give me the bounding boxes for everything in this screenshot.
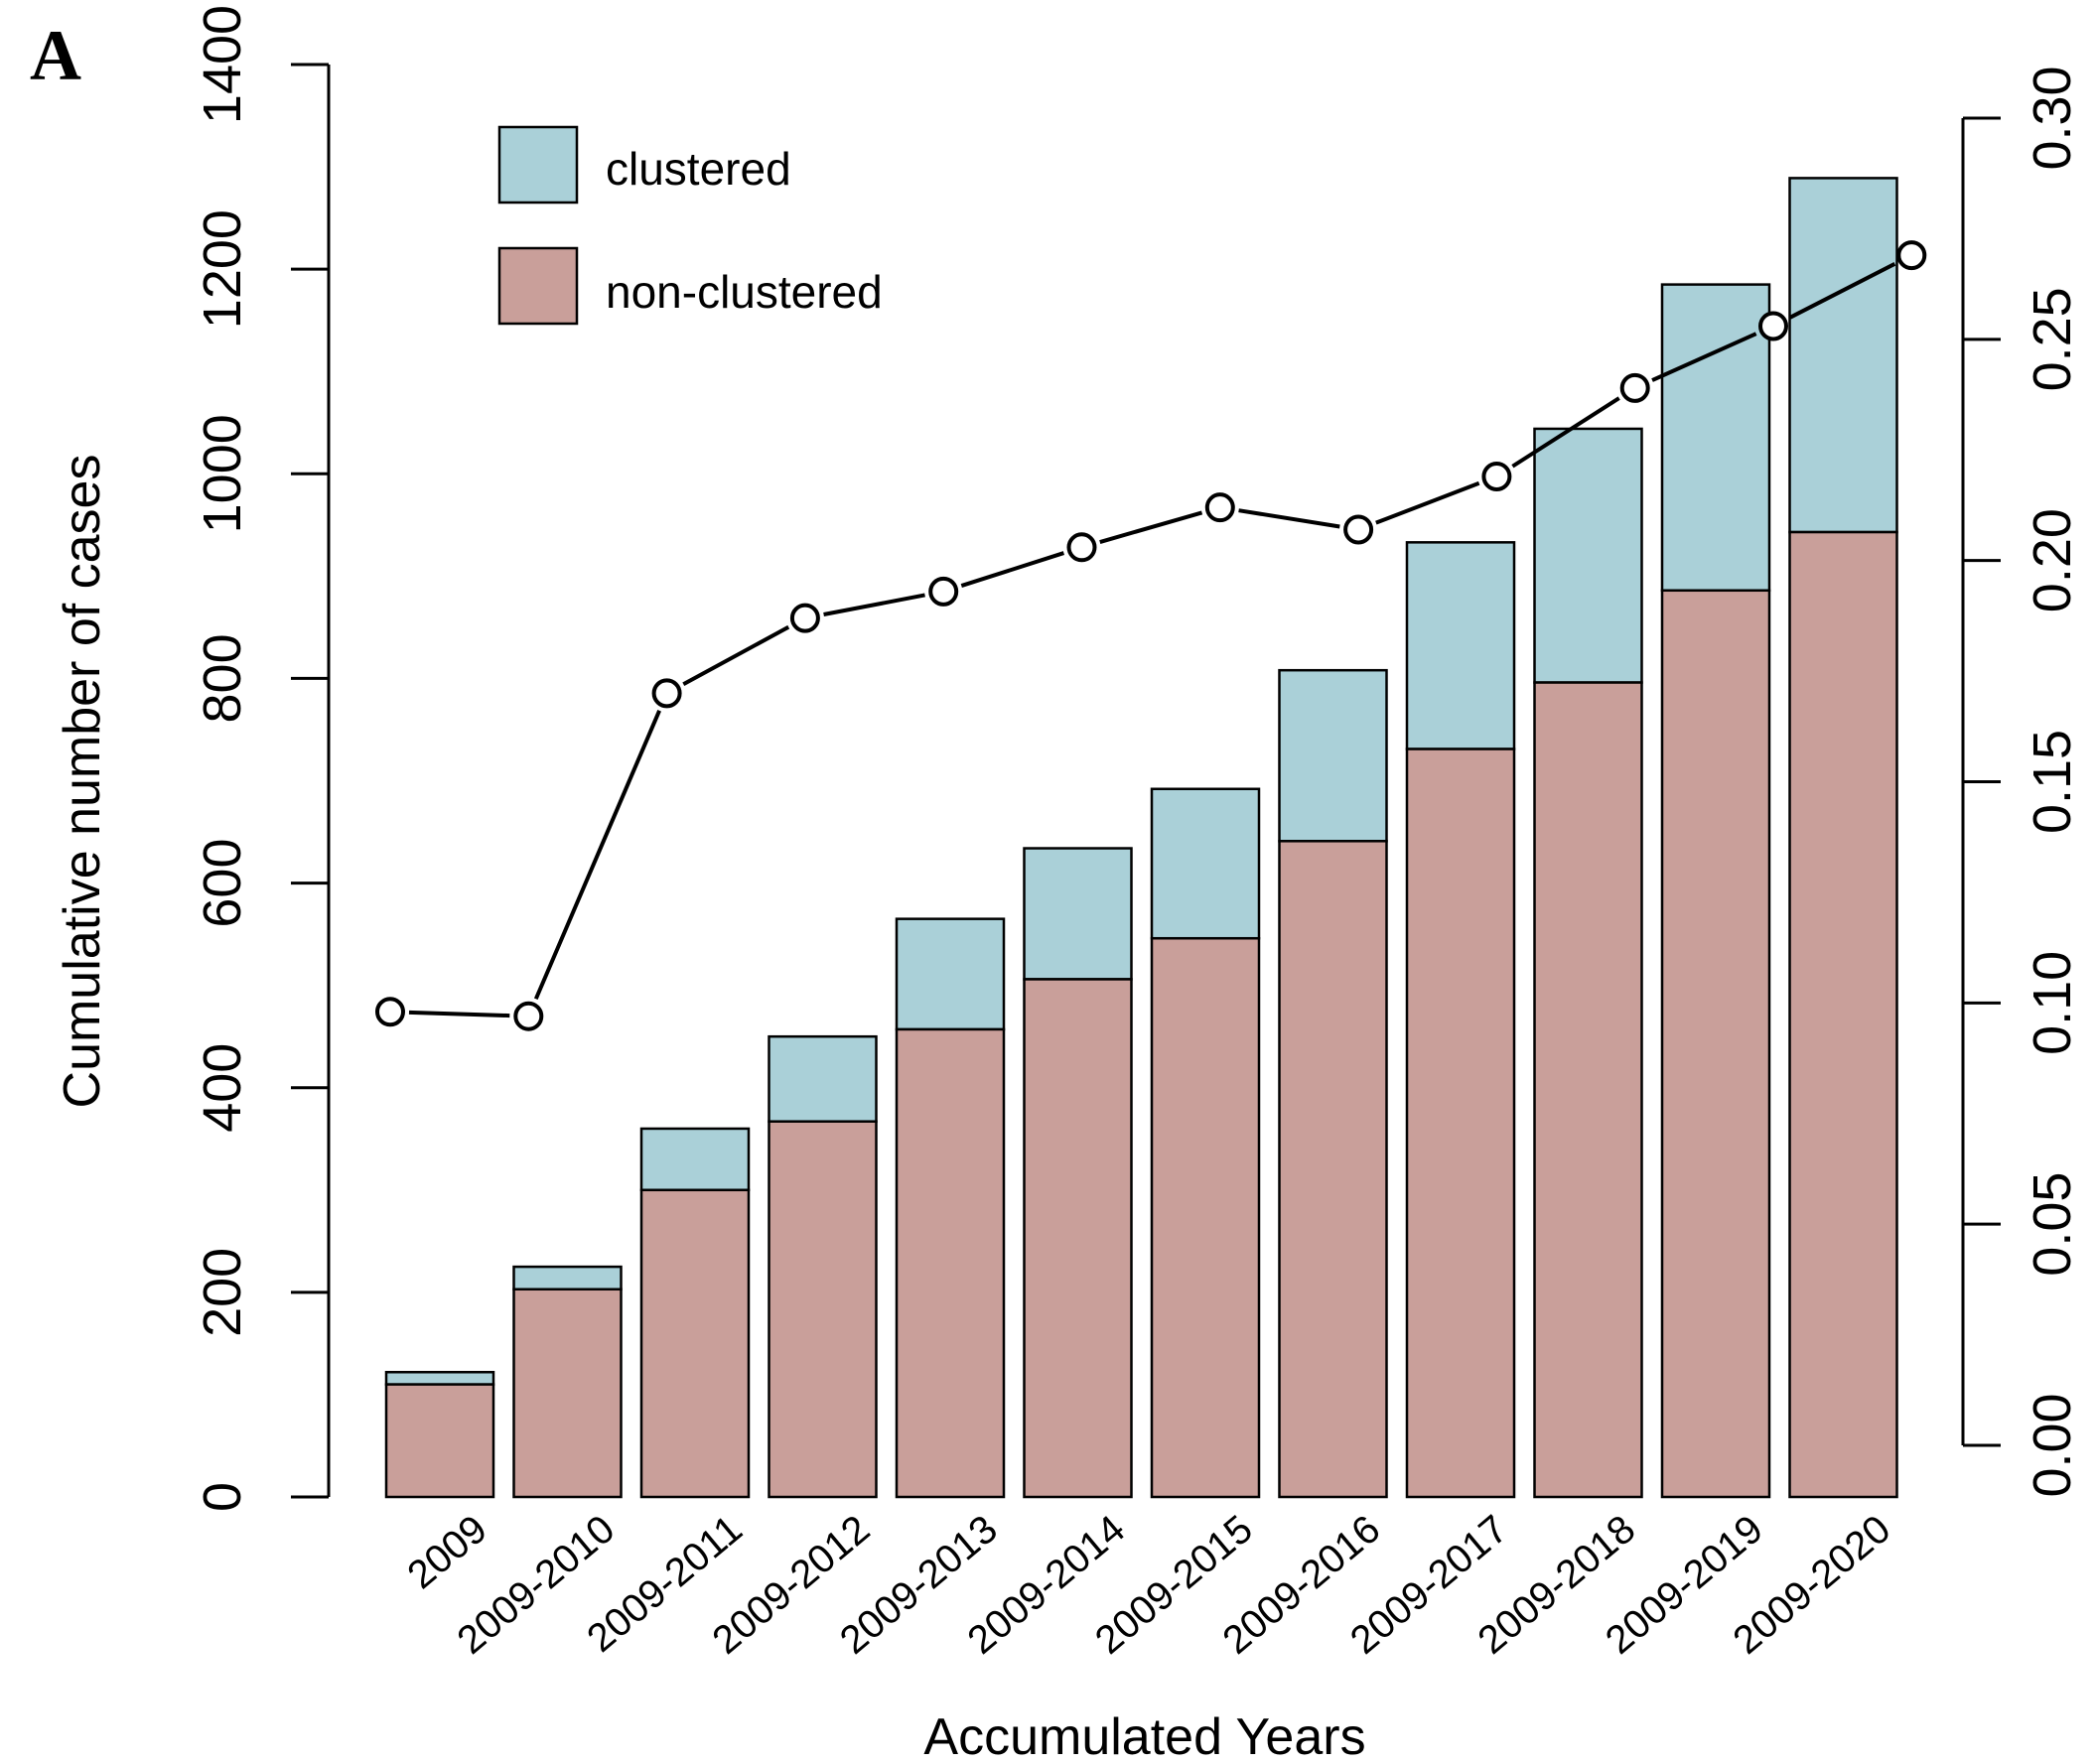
left-y-ticks: 0 200 400 600 800 1000 1200 1400 (193, 5, 329, 1512)
left-y-tick-label: 0 (193, 1482, 252, 1512)
legend-swatch-clustered (497, 125, 579, 204)
bars (384, 177, 1898, 1499)
bar-clustered (512, 1265, 623, 1291)
ratio-segment (1511, 396, 1620, 469)
bar-clustered (1278, 668, 1388, 843)
ratio-point (1896, 240, 1927, 271)
left-y-tick-label: 1000 (193, 414, 252, 533)
bar-clustered (1660, 283, 1771, 593)
bar-non-clustered (1533, 681, 1643, 1499)
y-axis-title: Cumulative number of cases (54, 455, 111, 1109)
panel-label: A (30, 16, 81, 95)
ratio-line-series (375, 240, 1927, 1031)
right-y-tick-label: 0.10 (2023, 951, 2082, 1055)
right-y-tick-label: 0.25 (2023, 287, 2082, 391)
bar-non-clustered (1788, 530, 1898, 1499)
bar-non-clustered (1278, 840, 1388, 1499)
right-y-axis: 0.00 0.05 0.10 0.15 0.20 0.25 0.30 (1961, 66, 2082, 1498)
x-axis-title: Accumulated Years (923, 1708, 1365, 1764)
bar-non-clustered (1023, 978, 1133, 1499)
bar-clustered (1405, 541, 1516, 750)
ratio-point (1204, 492, 1235, 523)
ratio-point (513, 1001, 544, 1031)
ratio-segment (1238, 508, 1340, 529)
ratio-segment (1375, 480, 1480, 525)
ratio-point (375, 997, 405, 1027)
right-y-tick-label: 0.20 (2023, 508, 2082, 612)
ratio-point (1758, 311, 1788, 341)
ratio-segment (1099, 510, 1203, 544)
legend-label-non-clustered: non-clustered (606, 266, 883, 318)
x-tick-label: 2009 (399, 1507, 494, 1597)
bar-non-clustered (1405, 747, 1516, 1499)
bar-non-clustered (768, 1120, 878, 1499)
left-y-tick-label: 400 (193, 1043, 252, 1133)
bar-clustered (895, 917, 1006, 1031)
legend-label-clustered: clustered (606, 143, 791, 195)
ratio-segment (682, 624, 790, 687)
bar-non-clustered (1150, 936, 1261, 1499)
ratio-segment (960, 551, 1065, 588)
ratio-point (1343, 514, 1374, 545)
bar-non-clustered (639, 1188, 751, 1499)
bar-clustered (1023, 847, 1133, 981)
bar-non-clustered (895, 1027, 1006, 1499)
ratio-point (1481, 461, 1512, 491)
left-y-tick-label: 200 (193, 1248, 252, 1337)
right-y-tick-label: 0.00 (2023, 1393, 2082, 1497)
legend-swatch-non-clustered (497, 246, 579, 326)
ratio-point (651, 678, 682, 709)
right-y-ticks: 0.00 0.05 0.10 0.15 0.20 0.25 0.30 (1963, 66, 2082, 1498)
bar-clustered (1533, 427, 1643, 684)
left-y-tick-label: 600 (193, 839, 252, 928)
right-y-tick-label: 0.05 (2023, 1172, 2082, 1277)
ratio-point (928, 576, 959, 607)
left-y-tick-label: 1200 (193, 209, 252, 329)
x-tick-labels: 20092009-20102009-20112009-20122009-2013… (399, 1507, 1898, 1663)
bar-non-clustered (1660, 589, 1771, 1499)
left-y-tick-label: 800 (193, 633, 252, 723)
bar-clustered (384, 1371, 495, 1386)
legend: clustered non-clustered (497, 125, 883, 326)
ratio-segment (1789, 262, 1896, 320)
bar-clustered (639, 1127, 751, 1192)
bar-non-clustered (512, 1288, 623, 1499)
bar-clustered (1788, 177, 1898, 534)
ratio-segment (1651, 332, 1757, 382)
ratio-segment (408, 1010, 510, 1018)
bar-clustered (768, 1034, 878, 1123)
ratio-point (1619, 372, 1650, 403)
ratio-point (789, 603, 820, 633)
ratio-point (1066, 532, 1097, 563)
bar-non-clustered (384, 1383, 495, 1499)
right-y-tick-label: 0.15 (2023, 730, 2082, 834)
ratio-segment (823, 593, 925, 616)
left-y-axis: 0 200 400 600 800 1000 1200 1400 (193, 5, 331, 1512)
right-y-tick-label: 0.30 (2023, 66, 2082, 170)
left-y-tick-label: 1400 (193, 5, 252, 124)
ratio-segment (533, 710, 661, 1001)
bar-clustered (1150, 787, 1261, 940)
